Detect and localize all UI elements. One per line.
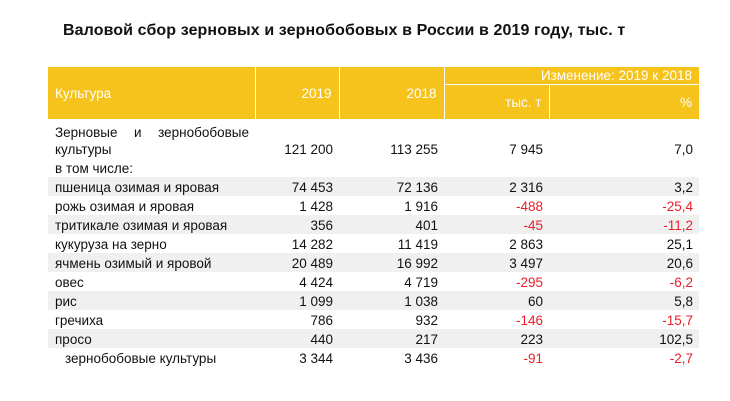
table-row: тритикале озимая и яровая 356 401 -45 -1… xyxy=(48,215,699,234)
table-row: кукуруза на зерно 14 282 11 419 2 863 25… xyxy=(48,234,699,253)
page-title: Валовой сбор зерновых и зернобобовых в Р… xyxy=(63,22,626,39)
row-name: в том числе: xyxy=(55,161,133,176)
row-2018: 16 992 xyxy=(339,253,444,272)
header-culture: Культура xyxy=(48,67,255,119)
header-2019: 2019 xyxy=(254,67,339,119)
row-2019: 74 453 xyxy=(255,177,339,196)
row-2019: 14 282 xyxy=(291,237,333,252)
row-diff: 7 945 xyxy=(509,142,543,157)
row-name: просо xyxy=(48,329,255,348)
table-row: ячмень озимый и яровой 20 489 16 992 3 4… xyxy=(48,253,699,272)
row-2019: 356 xyxy=(255,215,339,234)
row-2018: 11 419 xyxy=(397,237,438,252)
table-row: в том числе: xyxy=(48,158,699,177)
row-2019: 1 099 xyxy=(255,291,339,310)
row-2018: 1 916 xyxy=(404,199,438,214)
row-diff xyxy=(444,158,549,177)
row-2019: 786 xyxy=(310,313,333,328)
row-2019: 121 200 xyxy=(284,142,333,157)
header-change: Изменение: 2019 к 2018 xyxy=(443,67,699,85)
row-2019: 20 489 xyxy=(255,253,339,272)
row-diff: -488 xyxy=(515,199,543,214)
row-2018: 4 719 xyxy=(404,275,438,290)
row-name: зернобобовые культуры xyxy=(65,351,217,366)
row-pct: 25,1 xyxy=(666,237,693,252)
row-pct: 102,5 xyxy=(549,329,699,348)
row-pct: -25,4 xyxy=(662,199,693,214)
table-row: овес 4 424 4 719 -295 -6,2 xyxy=(48,272,699,291)
row-pct: 5,8 xyxy=(549,291,699,310)
row-pct: -11,2 xyxy=(549,215,699,234)
row-name: Зерновые и зернобобовые культуры xyxy=(55,125,249,157)
row-pct: 3,2 xyxy=(549,177,699,196)
row-name: кукуруза на зерно xyxy=(55,237,167,252)
row-name: гречиха xyxy=(55,313,104,328)
row-name: тритикале озимая и яровая xyxy=(48,215,255,234)
row-2019 xyxy=(255,158,339,177)
table-row: рис 1 099 1 038 60 5,8 xyxy=(48,291,699,310)
row-2019: 3 344 xyxy=(299,351,333,366)
header-2018: 2018 xyxy=(338,67,444,119)
row-pct: -2,7 xyxy=(669,351,693,366)
header-change-pct: % xyxy=(548,84,699,119)
table-row: просо 440 217 223 102,5 xyxy=(48,329,699,348)
row-diff: 3 497 xyxy=(444,253,549,272)
row-2019: 4 424 xyxy=(299,275,333,290)
row-diff: 2 863 xyxy=(509,237,543,252)
row-name: рожь озимая и яровая xyxy=(55,199,195,214)
row-2018: 72 136 xyxy=(339,177,444,196)
row-pct: -6,2 xyxy=(669,275,693,290)
table-row: пшеница озимая и яровая 74 453 72 136 2 … xyxy=(48,177,699,196)
harvest-table: Культура 2019 2018 Изменение: 2019 к 201… xyxy=(48,67,699,367)
row-diff: -295 xyxy=(515,275,543,290)
row-2018: 1 038 xyxy=(339,291,444,310)
row-pct xyxy=(549,158,699,177)
row-name: рис xyxy=(48,291,255,310)
row-diff: 223 xyxy=(444,329,549,348)
row-2018: 932 xyxy=(415,313,438,328)
row-2018: 401 xyxy=(339,215,444,234)
row-2018: 217 xyxy=(339,329,444,348)
row-2019: 440 xyxy=(255,329,339,348)
row-2018: 3 436 xyxy=(404,351,438,366)
row-2018 xyxy=(339,158,444,177)
row-diff: 2 316 xyxy=(444,177,549,196)
row-pct: 20,6 xyxy=(549,253,699,272)
row-name: ячмень озимый и яровой xyxy=(48,253,255,272)
row-diff: -146 xyxy=(515,313,543,328)
row-pct: -15,7 xyxy=(662,313,693,328)
header-change-abs: тыс. т xyxy=(443,84,549,119)
table-row: рожь озимая и яровая 1 428 1 916 -488 -2… xyxy=(48,196,699,215)
table-row: гречиха 786 932 -146 -15,7 xyxy=(48,310,699,329)
row-diff: -45 xyxy=(444,215,549,234)
row-2018: 113 255 xyxy=(390,142,438,157)
row-diff: -91 xyxy=(523,351,543,366)
row-2019: 1 428 xyxy=(299,199,333,214)
row-pct: 7,0 xyxy=(674,142,693,157)
row-name: овес xyxy=(55,275,84,290)
table-row: Зерновые и зернобобовые культуры 121 200… xyxy=(48,119,699,158)
row-name: пшеница озимая и яровая xyxy=(48,177,255,196)
row-diff: 60 xyxy=(444,291,549,310)
table-row: зернобобовые культуры 3 344 3 436 -91 -2… xyxy=(48,348,699,367)
